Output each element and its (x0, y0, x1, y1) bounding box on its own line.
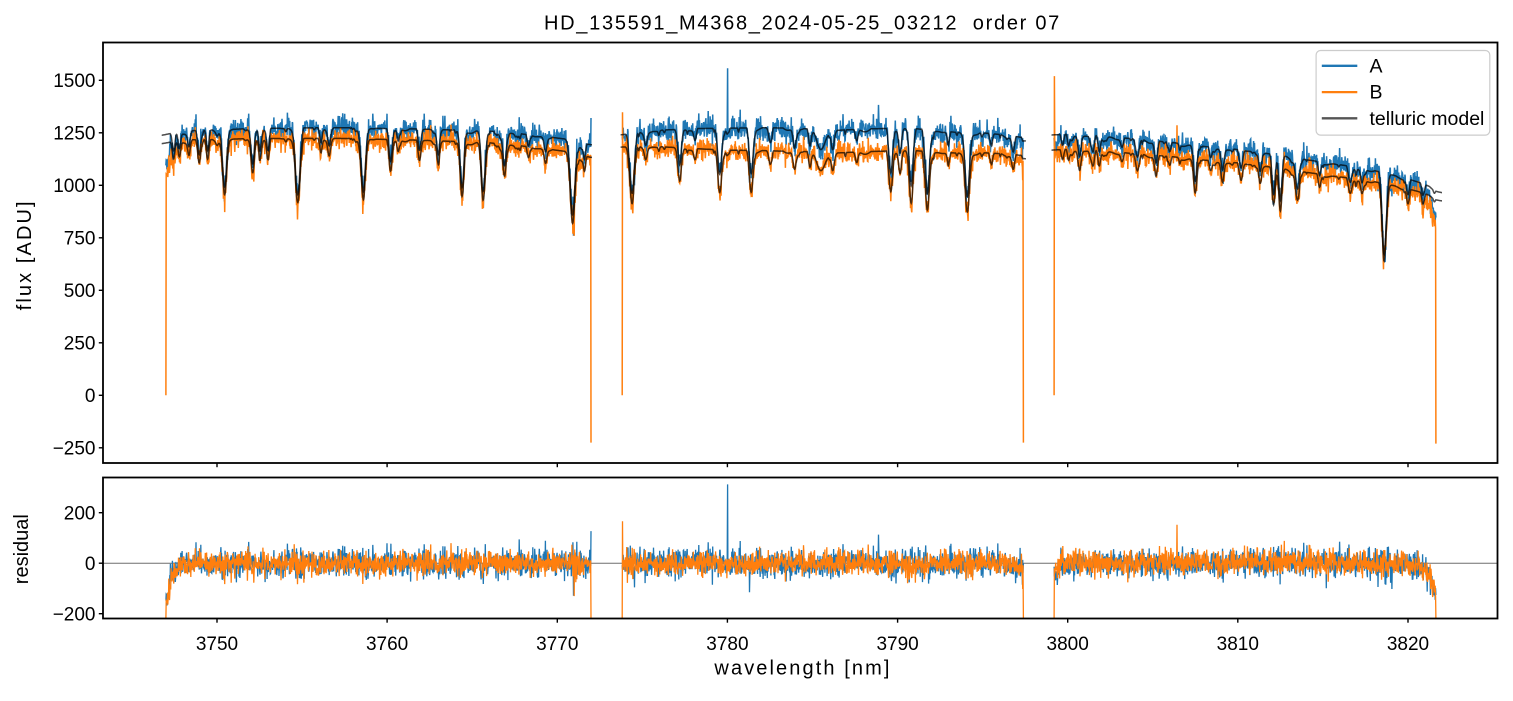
svg-text:3760: 3760 (366, 634, 408, 655)
svg-text:flux [ADU]: flux [ADU] (14, 199, 36, 310)
svg-text:−200: −200 (53, 605, 96, 626)
svg-text:1500: 1500 (53, 71, 95, 92)
svg-text:0: 0 (85, 386, 96, 407)
svg-text:wavelength [nm]: wavelength [nm] (713, 657, 891, 679)
svg-text:500: 500 (64, 281, 96, 302)
svg-text:0: 0 (85, 554, 96, 575)
svg-text:A: A (1370, 55, 1383, 77)
svg-text:telluric model: telluric model (1370, 108, 1485, 130)
svg-text:1000: 1000 (53, 176, 95, 197)
svg-text:residual: residual (11, 514, 33, 584)
svg-text:B: B (1370, 82, 1383, 104)
svg-text:3780: 3780 (706, 634, 748, 655)
svg-text:3800: 3800 (1047, 634, 1089, 655)
svg-text:750: 750 (64, 229, 96, 250)
svg-text:3790: 3790 (876, 634, 918, 655)
svg-text:3810: 3810 (1217, 634, 1259, 655)
svg-text:3820: 3820 (1387, 634, 1429, 655)
svg-text:3750: 3750 (196, 634, 238, 655)
svg-text:HD_135591_M4368_2024-05-25_032: HD_135591_M4368_2024-05-25_03212 order 0… (544, 12, 1061, 34)
svg-text:−250: −250 (53, 439, 96, 460)
svg-text:200: 200 (64, 504, 96, 525)
svg-text:3770: 3770 (536, 634, 578, 655)
svg-text:1250: 1250 (53, 124, 95, 145)
svg-text:250: 250 (64, 334, 96, 355)
